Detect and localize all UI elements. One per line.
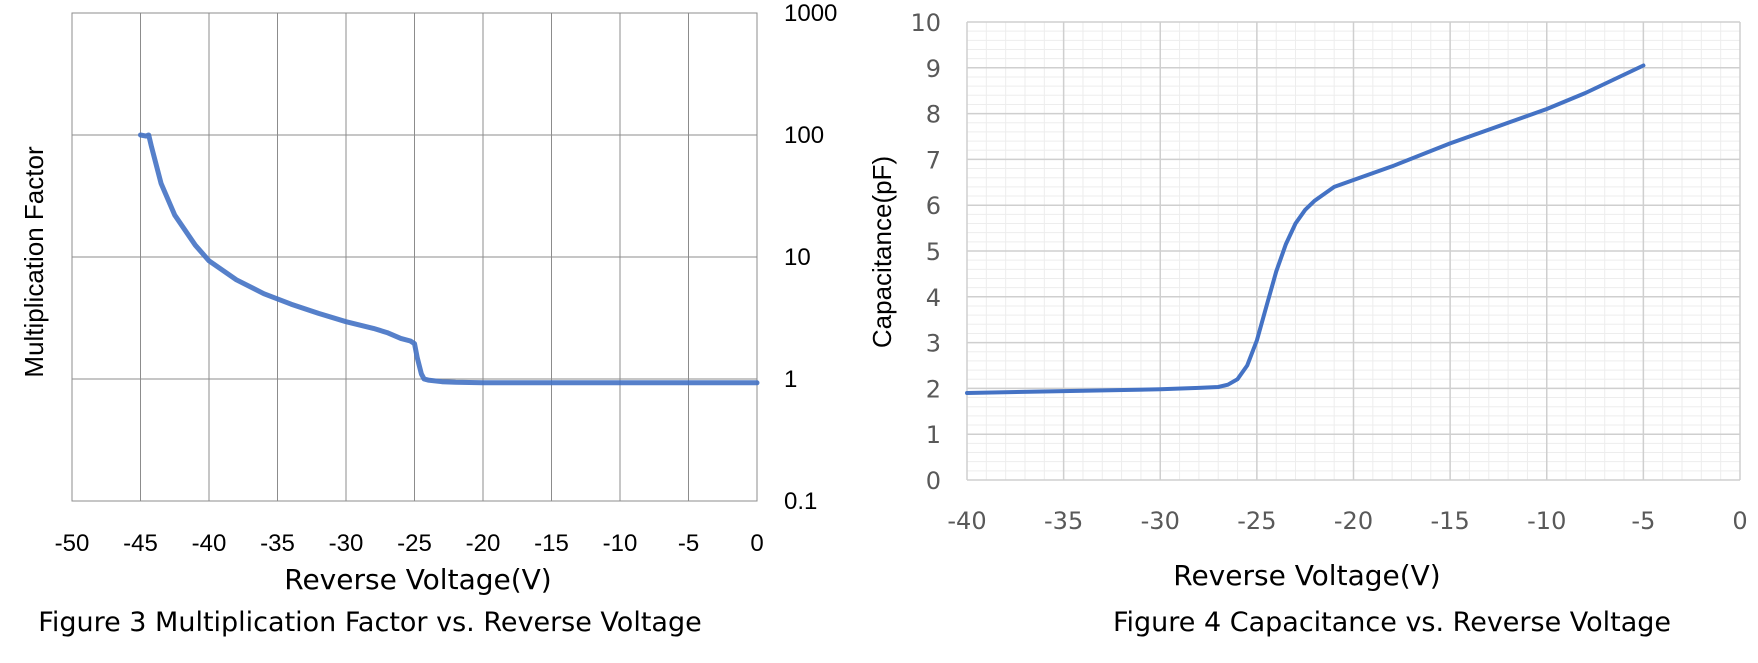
chart1-y-tick-labels: 0.1 1 10 100 1000 [784, 0, 837, 515]
chart1-x-tick-label: -10 [603, 530, 638, 557]
chart2-y-tick-label: 8 [926, 101, 941, 129]
chart2-series-line [965, 63, 1646, 395]
chart1-y-tick-label: 0.1 [784, 488, 817, 515]
chart2-y-tick-label: 5 [926, 238, 941, 266]
chart2-y-tick-label: 4 [926, 284, 941, 312]
chart1-y-tick-label: 10 [784, 244, 811, 271]
chart2-series [965, 63, 1646, 395]
chart1-x-tick-label: 0 [750, 530, 763, 557]
chart1-x-tick-label: -35 [260, 530, 295, 557]
chart2-x-axis-title: Reverse Voltage(V) [1173, 559, 1440, 592]
chart2-y-tick-labels: 0 1 2 3 4 5 6 7 8 9 10 [910, 9, 941, 495]
chart1-gridlines [71, 12, 758, 502]
chart2-x-tick-label: -10 [1527, 507, 1566, 535]
chart2-gridlines [966, 21, 1741, 481]
chart1-x-tick-label: -5 [678, 530, 699, 557]
chart1-x-tick-label: -50 [55, 530, 90, 557]
multiplication-factor-chart: -50 -45 -40 -35 -30 -25 -20 -15 -10 -5 0 0.1110100… [19, 0, 837, 638]
chart2-y-tick-label: 6 [926, 192, 941, 220]
chart1-x-tick-label: -45 [123, 530, 158, 557]
chart1-x-tick-labels: -50 -45 -40 -35 -30 -25 -20 -15 -10 -5 0 [55, 530, 764, 557]
chart2-y-tick-label: 9 [926, 55, 941, 83]
chart2-x-tick-label: -40 [947, 507, 986, 535]
chart1-y-tick-label: 100 [784, 122, 824, 149]
chart1-x-tick-label: -30 [329, 530, 364, 557]
chart2-y-tick-label: 0 [926, 467, 941, 495]
chart2-y-tick-label: 1 [926, 421, 941, 449]
chart2-x-tick-label: 0 [1732, 507, 1747, 535]
chart1-series-line [138, 132, 760, 386]
chart2-x-tick-label: -15 [1431, 507, 1470, 535]
chart2-x-tick-label: -35 [1044, 507, 1083, 535]
capacitance-chart: -40 -35 -30 -25 -20 -15 -10 -5 0 0 1 2 3 4 5 6 7 8 9 10 Ca… [867, 9, 1748, 638]
chart2-y-tick-label: 3 [926, 330, 941, 358]
chart2-y-tick-label: 2 [926, 375, 941, 403]
chart2-x-tick-label: -20 [1334, 507, 1373, 535]
chart1-x-axis-title: Reverse Voltage(V) [284, 563, 551, 596]
chart2-y-tick-label: 7 [926, 146, 941, 174]
chart2-caption: Figure 4 Capacitance vs. Reverse Voltage [1113, 607, 1671, 638]
chart1-caption: Figure 3 Multiplication Factor vs. Rever… [38, 607, 701, 638]
chart1-x-tick-label: -15 [534, 530, 569, 557]
chart1-x-tick-label: -40 [192, 530, 227, 557]
chart1-y-tick-label: 1 [784, 366, 797, 393]
chart2-x-tick-label: -30 [1141, 507, 1180, 535]
chart1-plot-frame [71, 12, 758, 502]
chart1-x-tick-label: -20 [466, 530, 501, 557]
chart1-y-axis-title: Multiplication Factor [19, 146, 49, 378]
chart2-x-tick-label: -5 [1631, 507, 1655, 535]
chart2-y-axis-title: Capacitance(pF) [867, 156, 897, 348]
chart1-y-tick-label: 1000 [784, 0, 837, 27]
chart2-x-tick-labels: -40 -35 -30 -25 -20 -15 -10 -5 0 [947, 507, 1747, 535]
chart2-y-tick-label: 10 [910, 9, 941, 37]
chart1-x-tick-label: -25 [397, 530, 432, 557]
chart2-x-tick-label: -25 [1237, 507, 1276, 535]
chart1-series [138, 132, 760, 386]
